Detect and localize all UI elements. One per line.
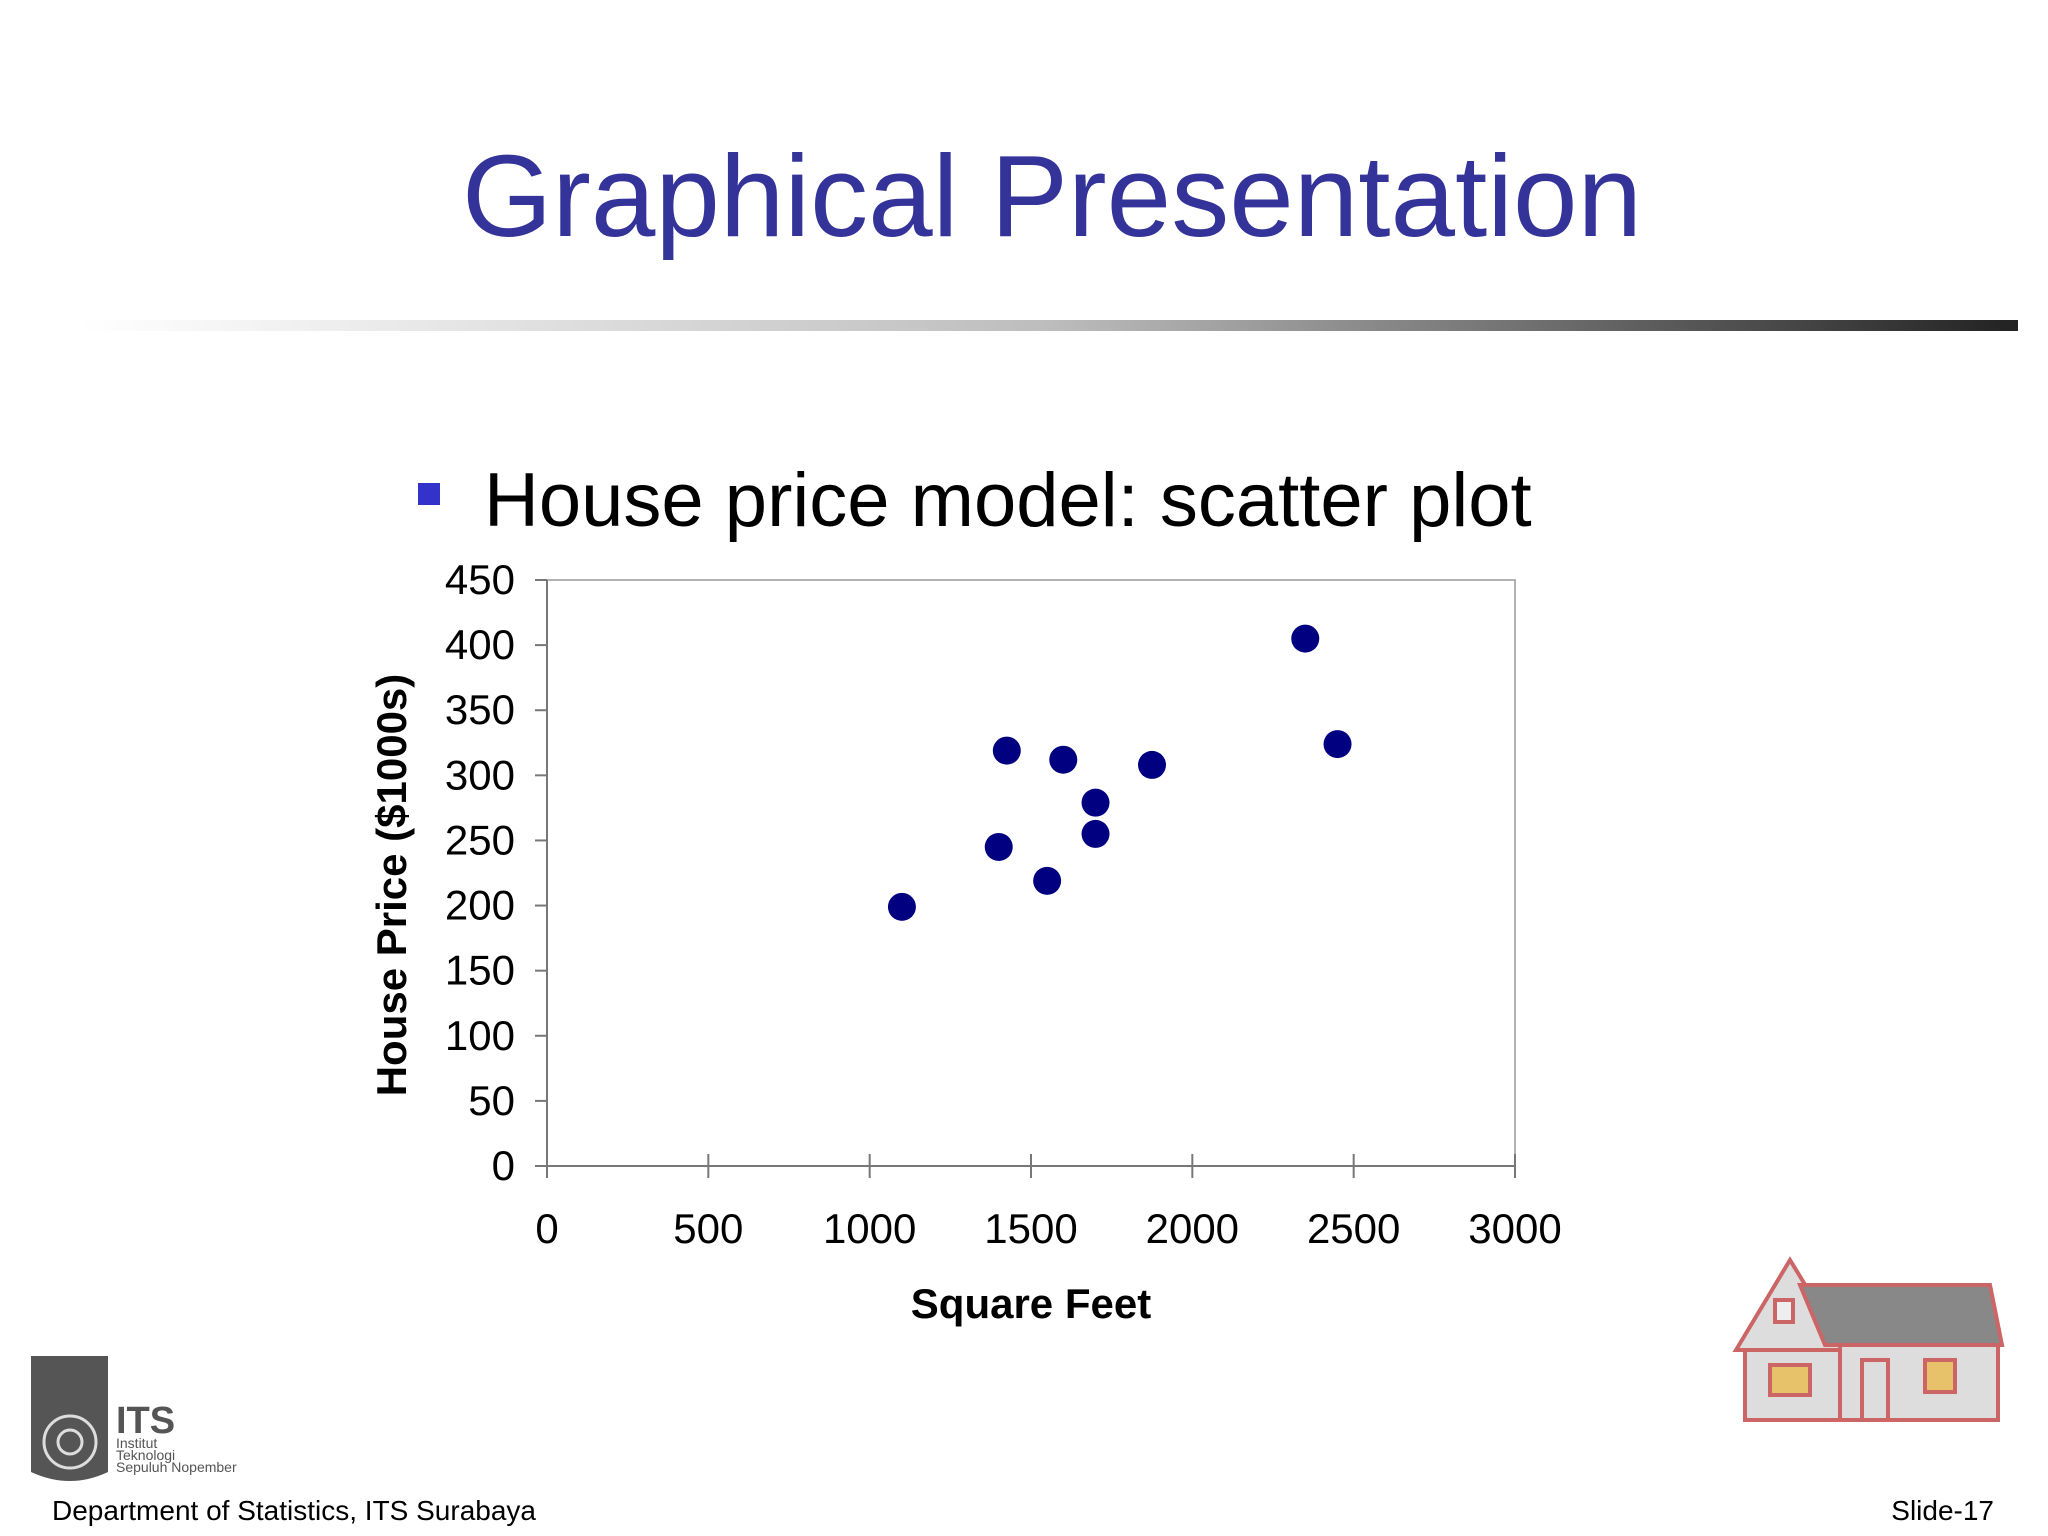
scatter-point [1081, 819, 1110, 848]
scatter-point [1033, 866, 1062, 895]
y-tick-label: 50 [468, 1077, 515, 1124]
y-tick-label: 250 [445, 816, 515, 863]
x-tick-label: 1000 [823, 1205, 916, 1252]
y-tick-label: 0 [492, 1142, 515, 1189]
logo-name: ITS [116, 1400, 175, 1442]
y-axis-title: House Price ($1000s) [368, 674, 415, 1097]
scatter-point [1291, 624, 1320, 653]
scatter-point [1323, 730, 1352, 759]
x-tick-label: 0 [535, 1205, 558, 1252]
y-tick-label: 300 [445, 751, 515, 798]
slide-number: Slide-17 [1891, 1495, 1994, 1526]
logo-emblem [42, 1414, 98, 1470]
slide-title: Graphical Presentation [462, 131, 1642, 261]
house-icon [1732, 1256, 2005, 1422]
logo-line: Teknologi [116, 1447, 175, 1463]
x-tick-label: 2000 [1146, 1205, 1239, 1252]
logo-shield [31, 1356, 108, 1481]
title-rule [80, 320, 2018, 331]
x-tick-label: 500 [673, 1205, 743, 1252]
x-tick-label: 1500 [984, 1205, 1077, 1252]
y-tick-label: 350 [445, 686, 515, 733]
logo: ITS Institut Teknologi Sepuluh Nopember [31, 1356, 237, 1481]
y-tick-label: 150 [445, 947, 515, 994]
y-tick-label: 400 [445, 621, 515, 668]
x-axis-title: Square Feet [911, 1280, 1151, 1327]
y-tick-label: 100 [445, 1012, 515, 1059]
scatter-point [984, 832, 1013, 861]
x-tick-label: 2500 [1307, 1205, 1400, 1252]
footer: Department of Statistics, ITS Surabaya [52, 1495, 536, 1526]
scatter-point [1081, 788, 1110, 817]
y-tick-label: 200 [445, 882, 515, 929]
scatter-chart: 0 50 100 150 200 250 300 350 400 450 0 500 1000 1500 2… [368, 556, 1562, 1327]
scatter-point [992, 736, 1021, 765]
logo-emblem-inner [56, 1428, 84, 1456]
plot-frame [546, 579, 1516, 1167]
scatter-point [1138, 750, 1166, 779]
bullet-marker [418, 483, 440, 505]
logo-line: Sepuluh Nopember [116, 1459, 237, 1475]
bullet-text: House price model: scatter plot [484, 458, 1532, 543]
scatter-point [1049, 745, 1078, 774]
y-tick-label: 450 [445, 556, 515, 603]
logo-line: Institut [116, 1435, 157, 1451]
x-tick-label: 3000 [1468, 1205, 1561, 1252]
scatter-point [887, 892, 916, 921]
